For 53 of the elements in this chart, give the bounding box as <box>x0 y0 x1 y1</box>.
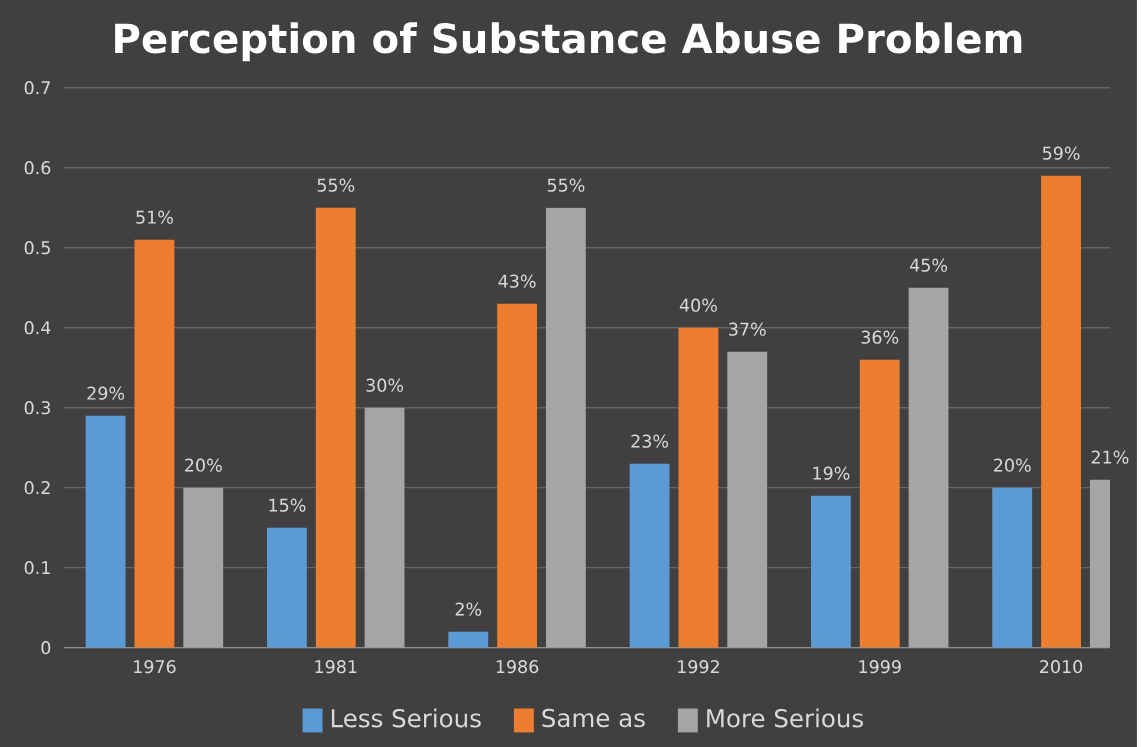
data-label: 59% <box>1042 146 1080 160</box>
x-tick-label: 1976 <box>134 659 176 674</box>
legend-label: Same as <box>542 708 645 728</box>
legend-label: More Serious <box>707 708 863 728</box>
chart-title: Perception of Substance Abuse Problem <box>115 22 1022 62</box>
legend-label: Less Serious <box>331 708 481 728</box>
data-label: 45% <box>909 258 948 272</box>
x-tick-label: 1999 <box>859 659 901 674</box>
x-tick-label: 1981 <box>315 659 357 674</box>
bar <box>1041 175 1081 648</box>
y-tick-label: 0.7 <box>24 80 50 95</box>
bar <box>315 207 356 648</box>
y-tick-label: 0.5 <box>24 240 50 255</box>
data-label: 30% <box>366 378 404 392</box>
bar <box>85 415 126 648</box>
y-tick-label: 0.6 <box>24 160 51 175</box>
x-tick-label: 1986 <box>496 659 539 674</box>
bar <box>908 287 949 648</box>
data-label: 2% <box>455 602 482 616</box>
data-label: 20% <box>994 458 1031 472</box>
bar <box>448 631 489 648</box>
bar <box>134 239 175 648</box>
bar <box>859 359 900 648</box>
y-tick-label: 0.4 <box>24 320 51 335</box>
bar <box>183 487 224 648</box>
y-tick-label: 0.2 <box>24 480 50 495</box>
y-tick-label: 0.3 <box>24 400 50 415</box>
data-label: 37% <box>729 322 766 336</box>
bar <box>364 407 405 648</box>
bar <box>992 487 1033 648</box>
bar <box>267 527 307 648</box>
data-label: 21% <box>1091 450 1129 464</box>
y-tick-label: 0 <box>41 640 51 655</box>
data-label: 51% <box>136 210 173 224</box>
bar <box>545 207 586 648</box>
data-label: 19% <box>813 466 850 480</box>
data-label: 15% <box>269 498 306 512</box>
x-tick-label: 2010 <box>1040 659 1083 674</box>
data-label: 55% <box>547 178 585 192</box>
bar <box>497 303 538 648</box>
data-label: 55% <box>317 178 355 192</box>
bar <box>678 327 719 648</box>
bar <box>810 495 851 648</box>
y-tick-label: 0.1 <box>24 560 50 575</box>
data-label: 29% <box>87 386 125 400</box>
data-label: 20% <box>185 458 222 472</box>
x-tick-label: 1992 <box>678 659 719 674</box>
bar <box>727 351 768 648</box>
data-label: 36% <box>861 330 899 344</box>
data-label: 23% <box>631 434 669 448</box>
data-label: 40% <box>679 298 717 312</box>
data-label: 43% <box>498 274 536 288</box>
bar <box>629 463 670 648</box>
